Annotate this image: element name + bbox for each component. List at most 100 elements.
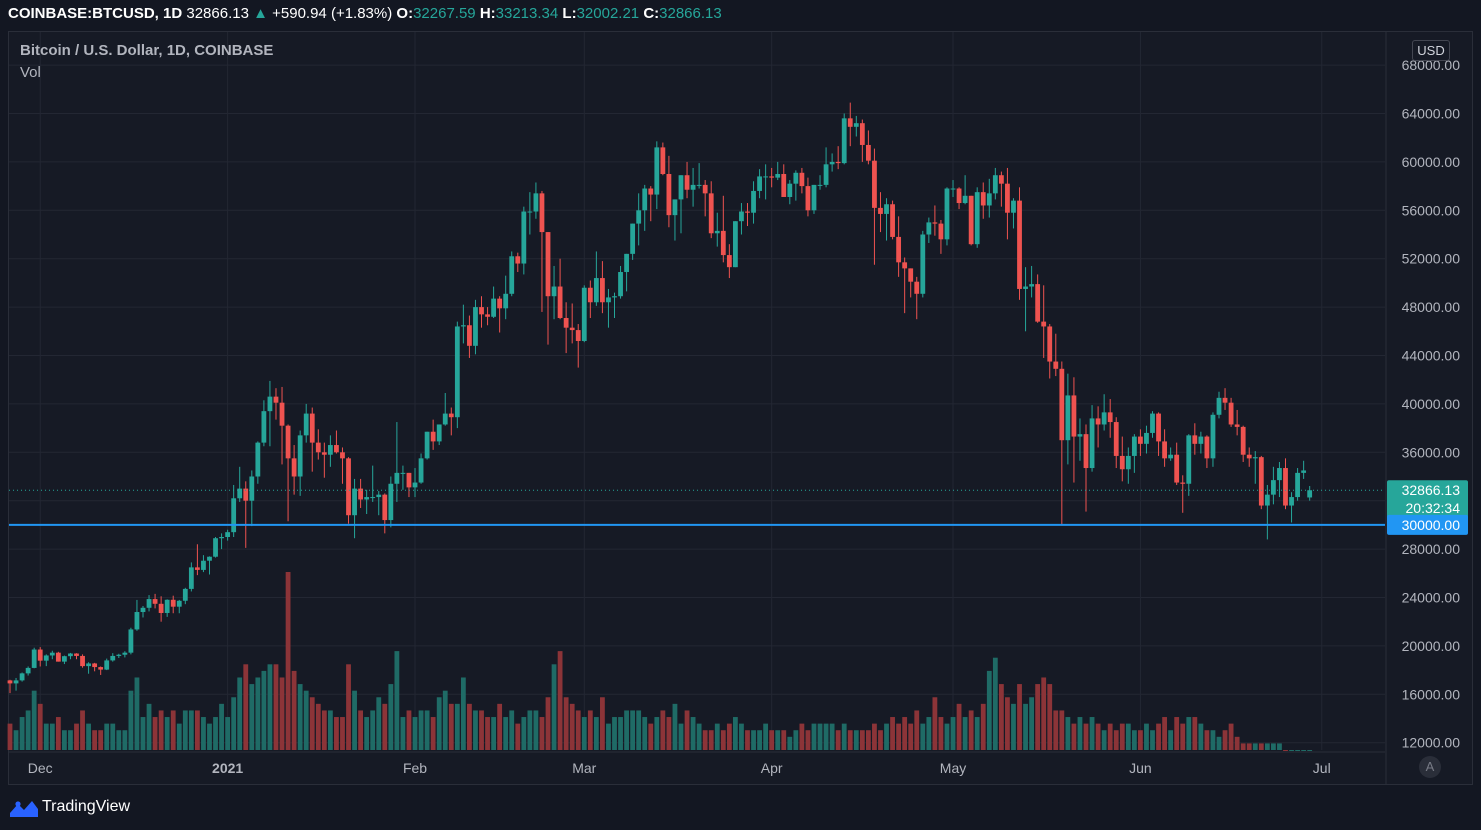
candle-body [823,164,829,185]
volume-bar [769,730,775,750]
candle-body [454,326,460,418]
volume-bar [606,723,611,750]
volume-bar [43,723,49,750]
volume-bar [92,730,98,750]
candle-body [31,649,37,668]
volume-bar [412,717,418,750]
volume-bar [660,710,666,750]
volume-bar [485,717,490,750]
volume-bar [25,710,31,750]
candle-body [1198,436,1204,444]
candle-body [878,207,883,214]
candle-body [769,176,775,178]
candle-body [1186,435,1192,484]
volume-bar [194,710,200,750]
volume-bar [805,730,811,750]
volume-bar [533,710,539,750]
price-chart[interactable]: 68000.00 64000.00 60000.00 56000.00 52000.00… [0,0,1481,787]
tradingview-logo-icon[interactable] [8,799,40,819]
price-axis-label: 60000.00 [1402,154,1461,170]
volume-bar [201,717,206,750]
candle-body [593,278,599,303]
volume-bar [110,723,116,750]
candle-body [690,184,696,190]
volume-bar [666,717,672,750]
volume-bar [315,703,321,750]
candle-body [297,435,303,477]
volume-bar [31,690,37,750]
volume-bar [116,730,122,750]
volume-bar [1156,723,1161,750]
candle-body [1023,286,1028,289]
candle-body [581,287,587,341]
hline-label-bg [1387,514,1468,535]
auto-scale-button[interactable]: A [1419,756,1441,778]
volume-bar [618,717,623,750]
candle-body [497,298,503,309]
chart-overlays [9,489,1385,526]
volume-bar [74,723,79,750]
volume-bar [950,717,956,750]
price-axis-label: 24000.00 [1402,590,1461,606]
price-axis-label: 20000.00 [1402,638,1461,654]
volume-bar [757,730,762,750]
volume-bar [430,717,436,750]
volume-bar [726,723,732,750]
volume-bar [763,723,769,750]
volume-bar [642,717,648,750]
candle-body [243,488,249,501]
candle-body [370,497,376,499]
volume-bar [515,723,521,750]
time-axis-label: Mar [572,760,596,776]
candle-body [1113,422,1119,456]
candle-body [739,211,744,222]
candle-body [261,411,267,443]
candle-body [327,445,333,455]
candle-body [394,472,400,484]
volume-bar [1107,723,1113,750]
candle-body [1071,395,1077,437]
symbol-name[interactable]: COINBASE:BTCUSD, 1D [8,5,183,22]
volume-bar [1011,703,1016,750]
candle-body [140,607,146,613]
volume-bar [1210,730,1216,750]
volume-bar [775,730,781,750]
volume-bar [654,717,660,750]
candle-body [448,413,454,418]
candle-body [956,188,962,204]
candle-body [606,297,611,303]
candle-body [430,431,436,442]
candle-body [545,232,551,297]
volume-bar [521,717,527,750]
volume-bar [872,723,877,750]
candle-body [932,222,938,224]
candle-body [146,599,152,608]
candle-body [158,603,164,613]
volume-bar [896,723,902,750]
volume-bar [454,703,460,750]
volume-bar [841,723,847,750]
candle-body [7,680,13,684]
candle-body [1089,418,1095,469]
volume-bar [376,697,382,750]
candle-body [1047,326,1053,362]
volume-bar [55,717,61,750]
candle-body [563,317,569,328]
candle-body [636,210,642,224]
chart-legend-title[interactable]: Bitcoin / U.S. Dollar, 1D, COINBASE [20,42,274,59]
volume-bar [787,736,793,750]
currency-button[interactable]: USD [1412,40,1450,61]
candle-body [763,176,769,178]
volume-bar [1271,743,1276,750]
volume-bar [231,697,237,750]
volume-bar [1307,750,1313,751]
candle-body [364,497,370,500]
volume-bar [80,710,85,750]
brand-name[interactable]: TradingView [42,798,131,815]
candle-body [521,211,527,264]
volume-legend[interactable]: Vol [20,64,41,81]
candle-body [442,413,448,425]
price-axis-label: 12000.00 [1402,735,1461,751]
candle-body [1095,418,1101,425]
open-label: O: [396,5,414,22]
